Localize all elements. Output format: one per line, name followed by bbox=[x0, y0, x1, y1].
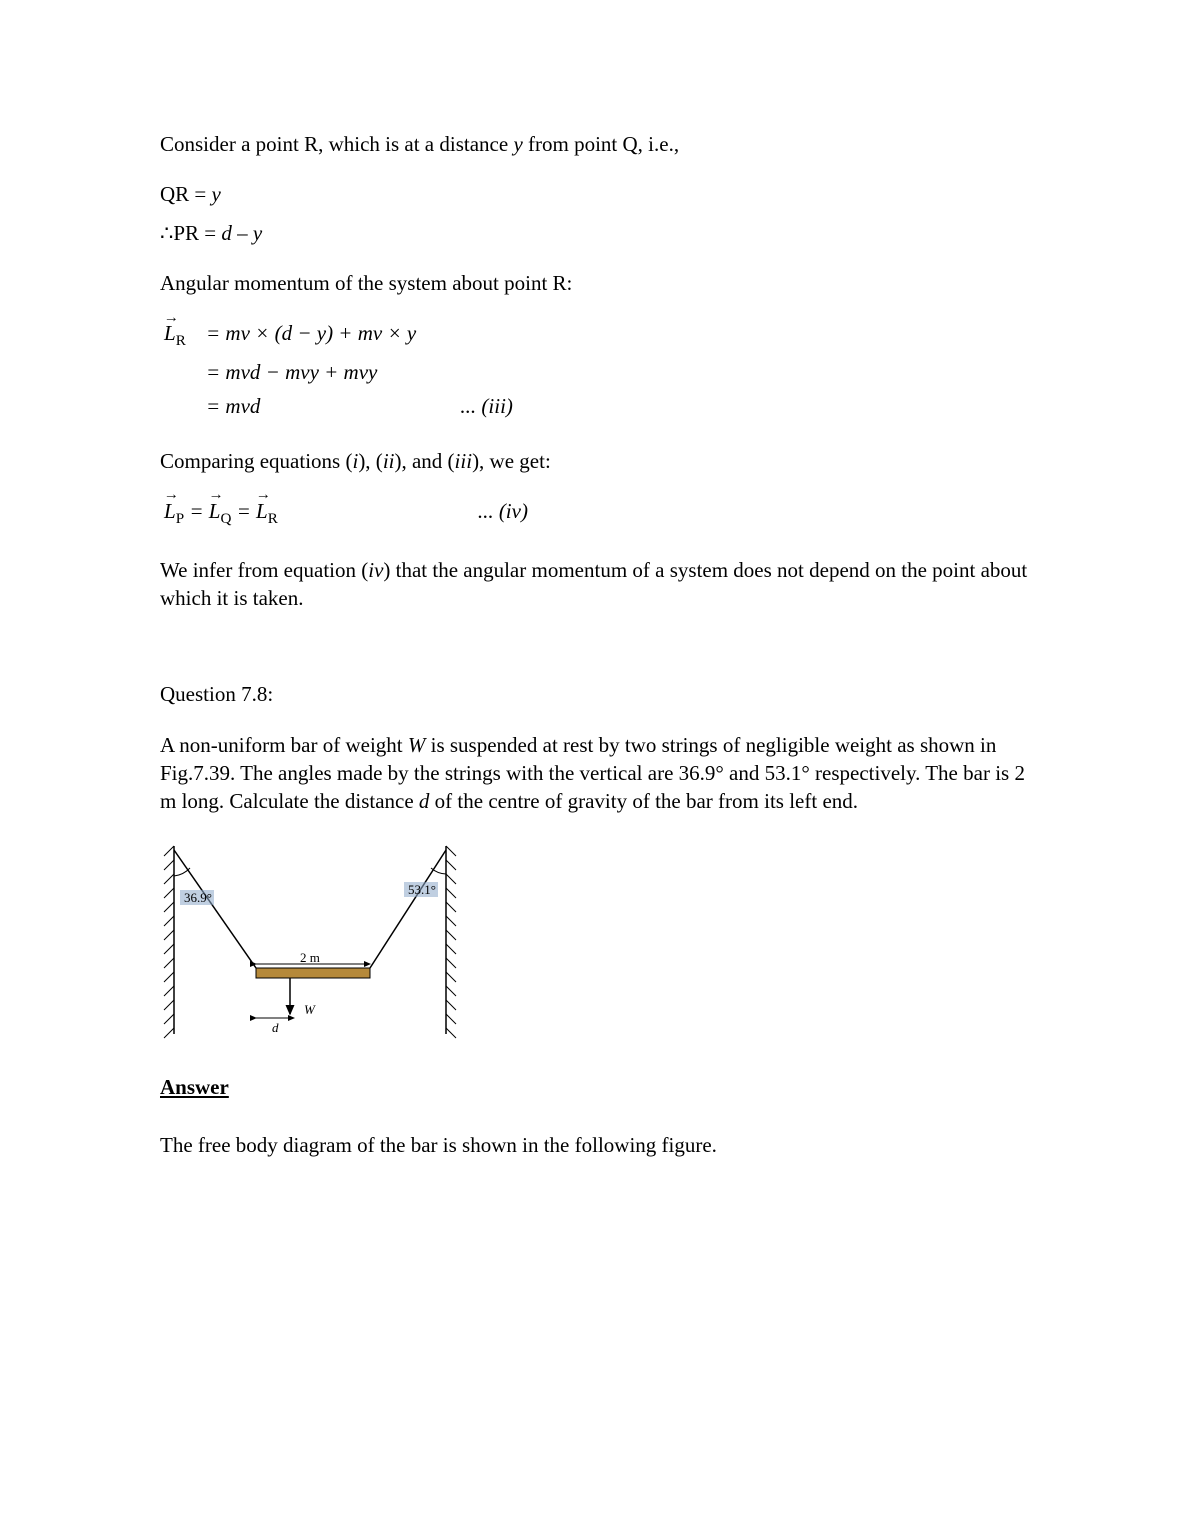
eq-lhs: LR bbox=[164, 319, 206, 352]
svg-text:2 m: 2 m bbox=[300, 950, 320, 965]
text: ), we get: bbox=[472, 449, 551, 473]
eq-qr: QR = y bbox=[160, 180, 1040, 208]
eq-rhs: y bbox=[212, 182, 221, 206]
vector-L: L bbox=[164, 319, 176, 347]
eq-final-line: LP = LQ = LR ... (iv) bbox=[164, 497, 1040, 530]
angular-momentum-text: Angular momentum of the system about poi… bbox=[160, 269, 1040, 297]
var-y: y bbox=[513, 132, 522, 156]
inference-text: We infer from equation (iv) that the ang… bbox=[160, 556, 1040, 613]
comparing-text: Comparing equations (i), (ii), and (iii)… bbox=[160, 447, 1040, 475]
svg-text:53.1°: 53.1° bbox=[408, 882, 436, 897]
question-text: A non-uniform bar of weight W is suspend… bbox=[160, 731, 1040, 816]
equation-lr-block: LR = mv × (d − y) + mv × y = mvd − mvy +… bbox=[164, 319, 1040, 420]
text: of the centre of gravity of the bar from… bbox=[429, 789, 858, 813]
subscript-R: R bbox=[176, 334, 186, 350]
svg-text:d: d bbox=[272, 1020, 279, 1035]
eq-lhs: PR = bbox=[173, 221, 221, 245]
ref-iii: iii bbox=[455, 449, 473, 473]
eq-rhs: = mv × (d − y) + mv × y bbox=[206, 319, 416, 347]
ref-iv: iv bbox=[368, 558, 383, 582]
answer-text: The free body diagram of the bar is show… bbox=[160, 1131, 1040, 1159]
var-d: d bbox=[419, 789, 430, 813]
text: We infer from equation ( bbox=[160, 558, 368, 582]
therefore-symbol: ∴ bbox=[160, 221, 173, 245]
text: ), and ( bbox=[394, 449, 454, 473]
answer-label: Answer bbox=[160, 1073, 1040, 1101]
eq-lhs: QR = bbox=[160, 182, 212, 206]
subscript-Q: Q bbox=[220, 511, 231, 527]
eq-lr-line2: = mvd − mvy + mvy bbox=[164, 358, 1040, 386]
ref-ii: ii bbox=[383, 449, 395, 473]
eq: = bbox=[231, 499, 256, 523]
subscript-R: R bbox=[268, 511, 278, 527]
var-W: W bbox=[408, 733, 426, 757]
svg-text:W: W bbox=[304, 1002, 316, 1017]
question-label: Question 7.8: bbox=[160, 680, 1040, 708]
eq-lr-line1: LR = mv × (d − y) + mv × y bbox=[164, 319, 1040, 352]
vector-LP: L bbox=[164, 497, 176, 525]
eq-tag: ... (iii) bbox=[460, 392, 513, 420]
text: A non-uniform bar of weight bbox=[160, 733, 408, 757]
text: from point Q, i.e., bbox=[523, 132, 679, 156]
eq: = bbox=[184, 499, 209, 523]
figure-7-39: 36.9° 53.1° 2 m Wd bbox=[160, 838, 1040, 1055]
equation-final-block: LP = LQ = LR ... (iv) bbox=[164, 497, 1040, 530]
subscript-P: P bbox=[176, 511, 184, 527]
eq-lr-line3: = mvd ... (iii) bbox=[164, 392, 1040, 420]
document-page: Consider a point R, which is at a distan… bbox=[0, 0, 1190, 1540]
text: ), ( bbox=[358, 449, 383, 473]
eq-tag: ... (iv) bbox=[478, 497, 528, 525]
figure-svg: 36.9° 53.1° 2 m Wd bbox=[160, 838, 460, 1048]
eq-body: = mvd bbox=[206, 392, 260, 420]
eq-body: = mvd − mvy + mvy bbox=[206, 358, 377, 386]
eq-body: LP = LQ = LR bbox=[164, 497, 278, 530]
svg-text:36.9°: 36.9° bbox=[184, 890, 212, 905]
text: Consider a point R, which is at a distan… bbox=[160, 132, 513, 156]
eq-pr: ∴PR = d – y bbox=[160, 219, 1040, 247]
vector-LR: L bbox=[256, 497, 268, 525]
text: Comparing equations ( bbox=[160, 449, 352, 473]
eq-rhs: d – y bbox=[221, 221, 262, 245]
intro-paragraph: Consider a point R, which is at a distan… bbox=[160, 130, 1040, 158]
vector-LQ: L bbox=[209, 497, 221, 525]
spacer bbox=[160, 634, 1040, 680]
